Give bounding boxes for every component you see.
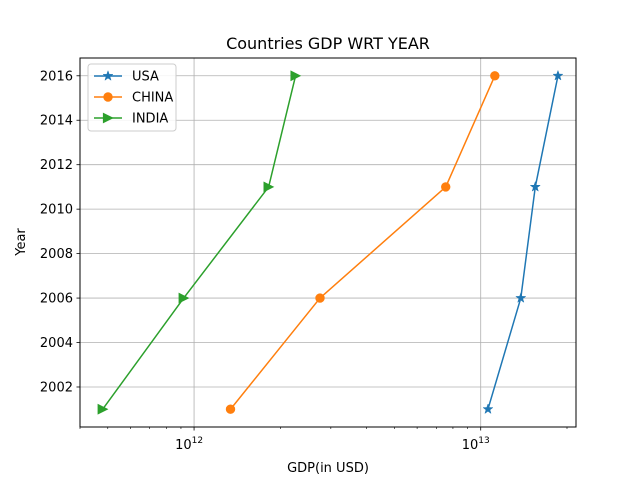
y-tick-label: 2014	[40, 114, 73, 129]
chart-title: Countries GDP WRT YEAR	[226, 34, 430, 53]
legend-label-usa: USA	[132, 70, 159, 85]
data-point-usa	[552, 69, 564, 81]
legend: USA CHINA INDIA	[87, 63, 177, 132]
axes: 2002 2004 2006 2008 2010 2012 2014 2016 1012 1013	[40, 69, 568, 453]
y-tick-label: 2002	[40, 380, 73, 395]
y-tick-label: 2016	[40, 69, 73, 84]
legend-marker-usa	[102, 70, 114, 81]
legend-label-india: INDIA	[132, 112, 168, 127]
data-point-china	[490, 71, 500, 81]
y-tick-label: 2006	[40, 292, 73, 307]
plot-area	[97, 69, 564, 415]
data-point-india	[263, 181, 275, 193]
x-tick-label: 1012	[175, 436, 203, 453]
data-point-usa	[529, 180, 541, 192]
series-line-usa	[487, 75, 559, 410]
y-axis-label: Year	[14, 228, 29, 257]
y-tick-label: 2008	[40, 247, 73, 262]
series-line-india	[102, 75, 297, 410]
data-point-india	[178, 292, 190, 304]
x-axis-label: GDP(in USD)	[287, 461, 369, 476]
legend-box	[87, 63, 177, 132]
legend-marker-india	[102, 112, 114, 124]
data-point-india	[97, 403, 109, 415]
data-point-usa	[515, 292, 527, 303]
data-point-india	[290, 70, 302, 82]
plot-frame	[79, 57, 577, 428]
x-tick-label: 1013	[462, 436, 490, 453]
series-line-china	[229, 75, 496, 410]
legend-label-china: CHINA	[132, 91, 173, 106]
data-point-china	[315, 293, 325, 303]
data-point-usa	[482, 403, 494, 415]
y-tick-label: 2010	[40, 203, 73, 218]
data-point-china	[225, 404, 236, 414]
y-tick-label: 2004	[40, 336, 73, 351]
legend-marker-china	[103, 92, 113, 102]
data-point-china	[441, 182, 451, 192]
y-tick-label: 2012	[40, 158, 73, 173]
